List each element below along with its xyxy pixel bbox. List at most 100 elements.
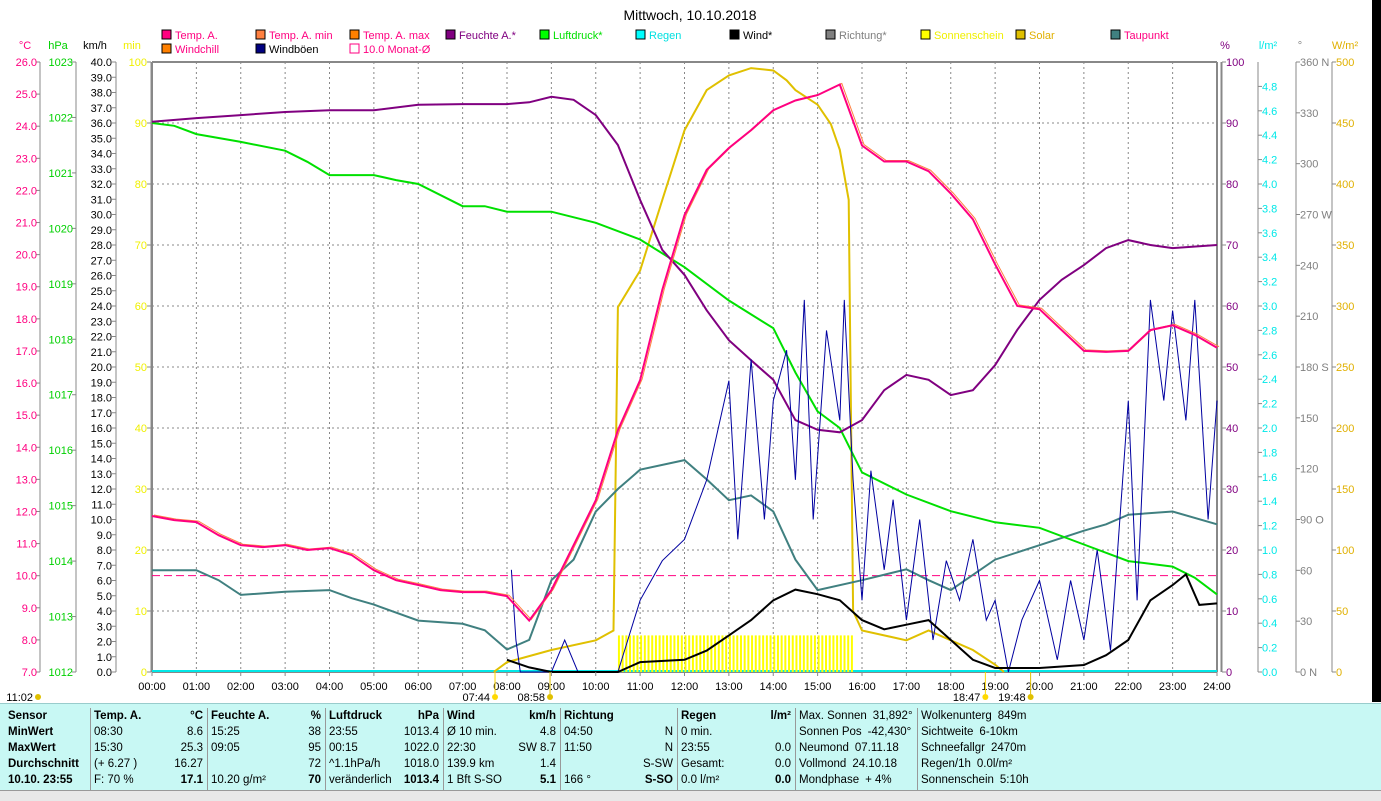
axis-label-deg: 60: [1300, 565, 1312, 577]
axis-label-rain: 1.0: [1262, 545, 1277, 557]
axis-label-kmh: 5.0: [97, 591, 112, 603]
sunshine-bar: [843, 635, 846, 672]
legend-label: Windböen: [269, 44, 319, 56]
cell-value: + 4%: [865, 774, 892, 786]
sunshine-bar: [850, 635, 853, 672]
table-row: F: 70 % 17.1: [94, 772, 203, 788]
axis-label-temp: 25.0: [16, 89, 37, 101]
axis-label-deg: 240: [1300, 260, 1318, 272]
axis-label-kmh: 6.0: [97, 576, 112, 588]
table-row: 23:55 0.0: [681, 740, 791, 756]
axis-label-rain: 3.8: [1262, 203, 1277, 215]
table-row: ^1.1hPa/h 1018.0: [329, 756, 439, 772]
time-label: 10:00: [582, 681, 610, 693]
time-label: 09:00: [538, 681, 566, 693]
table-header: Richtung: [564, 708, 673, 724]
cell-label: 139.9 km: [447, 758, 495, 770]
sunshine-bar: [714, 635, 717, 672]
table-row: Sonnen Pos -42,430°: [799, 724, 913, 740]
cell-value: °C: [190, 710, 203, 722]
legend-label: Taupunkt: [1124, 30, 1169, 42]
axis-label-kmh: 17.0: [91, 408, 112, 420]
astro-time: 11:02: [6, 692, 33, 702]
axis-unit-rain: l/m²: [1259, 40, 1278, 52]
table-row: Vollmond 24.10.18: [799, 756, 913, 772]
legend-swatch: [445, 29, 456, 40]
axis-label-deg: 90 O: [1300, 515, 1324, 527]
cell-value: 0.0l/m²: [976, 758, 1013, 770]
sunshine-bar: [780, 635, 783, 672]
cell-label: MaxWert: [8, 742, 56, 754]
legend-label: Wind*: [743, 30, 773, 42]
legend-swatch: [161, 29, 172, 40]
sunshine-bar: [817, 635, 820, 672]
sunshine-bar: [813, 635, 816, 672]
cell-label: MinWert: [8, 726, 54, 738]
sunshine-bar: [691, 635, 694, 672]
table-row: MaxWert: [8, 740, 86, 756]
sunshine-bar: [669, 635, 672, 672]
table-header: Luftdruck hPa: [329, 708, 439, 724]
cell-value: 2470m: [990, 742, 1027, 754]
legend-swatch: [825, 29, 836, 40]
sunshine-bar: [654, 635, 657, 672]
axis-label-deg: 300: [1300, 159, 1318, 171]
cell-value: 16.27: [174, 758, 203, 770]
sunshine-bar: [795, 635, 798, 672]
axis-label-deg: 180 S: [1300, 362, 1329, 374]
legend-swatch: [255, 43, 266, 54]
legend-label: 10.0 Monat-Ø: [363, 44, 431, 56]
sunshine-bar: [832, 635, 835, 672]
cell-label: ^1.1hPa/h: [329, 758, 381, 770]
axis-label-kmh: 22.0: [91, 332, 112, 344]
axis-label-wm2: 500: [1336, 57, 1354, 69]
axis-label-temp: 7.0: [22, 667, 37, 679]
axis-label-rain: 2.6: [1262, 350, 1277, 362]
axis-label-rain: 1.2: [1262, 521, 1277, 533]
axis-label-kmh: 26.0: [91, 271, 112, 283]
cell-value: 1013.4: [403, 726, 439, 738]
sunshine-bar: [725, 635, 728, 672]
cell-label: 09:05: [211, 742, 240, 754]
table-row: S-SW: [564, 756, 673, 772]
table-row: 11:50 N: [564, 740, 673, 756]
sunshine-bar: [736, 635, 739, 672]
sunshine-bar: [776, 635, 779, 672]
table-column: Max. Sonnen 31,892° Sonnen Pos -42,430° Neum…: [795, 708, 918, 790]
table-row: Regen/1h 0.0l/m²: [921, 756, 1036, 772]
cell-label: Sonnen Pos: [799, 726, 862, 738]
sunshine-bar: [710, 635, 713, 672]
table-row: veränderlich 1013.4: [329, 772, 439, 788]
cell-value: -42,430°: [867, 726, 912, 738]
cell-label: Sichtweite: [921, 726, 974, 738]
sunshine-bar: [640, 635, 643, 672]
sunshine-bar: [728, 635, 731, 672]
cell-label: 22:30: [447, 742, 476, 754]
legend-item: Solar: [1015, 29, 1055, 42]
axis-label-min: 80: [135, 179, 147, 191]
cell-label: Feuchte A.: [211, 710, 270, 722]
table-row: Mondphase + 4%: [799, 772, 913, 788]
time-label: 18:00: [937, 681, 965, 693]
axis-label-temp: 26.0: [16, 57, 37, 69]
sunshine-bar: [828, 635, 831, 672]
table-row: Neumond 07.11.18: [799, 740, 913, 756]
axis-label-kmh: 27.0: [91, 255, 112, 267]
series-line-windb-en: [510, 299, 1218, 673]
sunshine-bar: [847, 635, 850, 672]
axis-label-kmh: 29.0: [91, 225, 112, 237]
cell-value: S-SW: [642, 758, 673, 770]
axis-label-kmh: 7.0: [97, 560, 112, 572]
sunshine-bar: [636, 635, 639, 672]
axis-label-hpa: 1015: [49, 501, 73, 513]
cell-value: SW 8.7: [518, 742, 556, 754]
axis-label-hpa: 1018: [49, 334, 73, 346]
axis-label-pct: 80: [1226, 179, 1238, 191]
axis-label-kmh: 23.0: [91, 316, 112, 328]
table-row: 04:50 N: [564, 724, 673, 740]
axis-label-kmh: 2.0: [97, 637, 112, 649]
axis-label-temp: 10.0: [16, 571, 37, 583]
cell-label: 23:55: [329, 726, 358, 738]
legend-item: Temp. A.: [161, 29, 218, 42]
time-label: 14:00: [759, 681, 787, 693]
